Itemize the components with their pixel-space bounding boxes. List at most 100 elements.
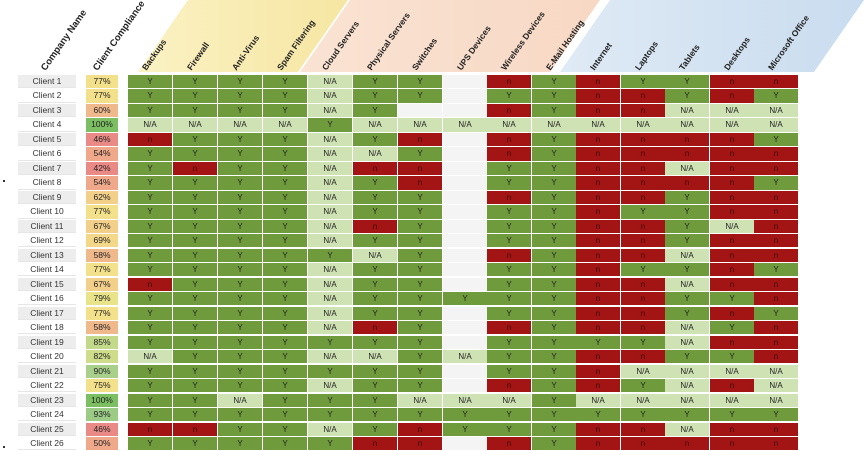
status-cell: Y xyxy=(487,234,531,248)
status-cell: Y xyxy=(173,103,217,118)
status-cell: Y xyxy=(665,292,709,306)
status-cell: n xyxy=(576,248,620,262)
status-cell: Y xyxy=(710,350,754,364)
status-cell: n xyxy=(128,132,172,147)
client-compliance-percent: 69% xyxy=(86,234,118,248)
client-compliance-percent: 77% xyxy=(86,306,118,320)
status-cell: N/A xyxy=(532,118,576,132)
status-cell: Y xyxy=(263,321,307,335)
client-name: Client 11 xyxy=(18,219,76,233)
status-cell xyxy=(443,176,487,190)
client-name: Client 8 xyxy=(18,176,76,190)
status-cell: Y xyxy=(487,205,531,219)
status-cell: N/A xyxy=(308,277,352,291)
status-cell: N/A xyxy=(754,364,798,378)
status-cell: Y xyxy=(263,89,307,103)
status-cell: Y xyxy=(263,350,307,364)
client-name: Client 12 xyxy=(18,234,76,248)
status-cell: n xyxy=(576,103,620,118)
status-cell: Y xyxy=(128,437,172,451)
client-name: Client 4 xyxy=(18,118,76,132)
status-cell: n xyxy=(576,219,620,233)
status-cell: Y xyxy=(128,248,172,262)
status-cell: Y xyxy=(532,248,576,262)
status-cell: N/A xyxy=(308,75,352,89)
client-compliance-percent: 82% xyxy=(86,350,118,364)
status-cell: Y xyxy=(621,408,665,422)
status-cell: Y xyxy=(218,161,262,176)
status-cell: Y xyxy=(398,277,442,291)
status-cell: Y xyxy=(621,263,665,277)
status-cell: Y xyxy=(218,321,262,335)
status-cell: Y xyxy=(398,75,442,89)
status-cell: N/A xyxy=(308,234,352,248)
status-cell: n xyxy=(710,263,754,277)
status-cell: N/A xyxy=(665,321,709,335)
status-cell: Y xyxy=(487,89,531,103)
status-cell: n xyxy=(754,292,798,306)
status-cell: n xyxy=(621,132,665,147)
client-compliance-percent: 46% xyxy=(86,132,118,147)
status-cell: n xyxy=(576,263,620,277)
client-name: Client 10 xyxy=(18,205,76,219)
status-cell: n xyxy=(754,277,798,291)
status-cell: N/A xyxy=(665,248,709,262)
status-cell: N/A xyxy=(308,132,352,147)
status-cell: Y xyxy=(173,321,217,335)
status-cell: Y xyxy=(308,364,352,378)
status-cell: Y xyxy=(353,292,397,306)
status-cell: Y xyxy=(532,176,576,190)
status-cell: Y xyxy=(398,306,442,320)
status-cell: N/A xyxy=(621,118,665,132)
status-cell: n xyxy=(621,277,665,291)
status-cell: Y xyxy=(128,408,172,422)
status-cell: Y xyxy=(218,132,262,147)
status-cell: n xyxy=(576,132,620,147)
status-cell: n xyxy=(353,161,397,176)
status-cell: n xyxy=(710,248,754,262)
status-cell: Y xyxy=(398,89,442,103)
status-cell: n xyxy=(576,364,620,378)
status-cell: Y xyxy=(128,147,172,161)
status-cell: Y xyxy=(218,263,262,277)
status-cell: n xyxy=(576,379,620,393)
status-cell: n xyxy=(576,321,620,335)
status-cell: Y xyxy=(665,350,709,364)
status-cell: Y xyxy=(173,408,217,422)
status-cell xyxy=(443,306,487,320)
status-cell: Y xyxy=(398,263,442,277)
status-cell: Y xyxy=(665,75,709,89)
status-cell: Y xyxy=(263,234,307,248)
status-cell: n xyxy=(398,176,442,190)
status-cell: N/A xyxy=(128,118,172,132)
status-cell: n xyxy=(710,89,754,103)
status-cell: Y xyxy=(263,205,307,219)
status-cell: Y xyxy=(754,176,798,190)
status-cell: N/A xyxy=(353,118,397,132)
status-cell: n xyxy=(487,379,531,393)
header-band-endpoints xyxy=(560,0,864,72)
client-name: Client 26 xyxy=(18,437,76,451)
status-cell: n xyxy=(621,161,665,176)
status-cell: Y xyxy=(665,306,709,320)
client-name: Client 13 xyxy=(18,248,76,262)
status-cell: Y xyxy=(173,277,217,291)
left-edge-marker xyxy=(3,446,5,448)
status-cell: Y xyxy=(353,132,397,147)
status-cell: Y xyxy=(173,190,217,205)
status-cell: n xyxy=(576,89,620,103)
status-cell: Y xyxy=(128,75,172,89)
status-cell: N/A xyxy=(308,89,352,103)
status-cell: Y xyxy=(173,335,217,349)
status-cell: Y xyxy=(353,422,397,436)
client-compliance-percent: 58% xyxy=(86,321,118,335)
status-cell: N/A xyxy=(710,364,754,378)
status-cell xyxy=(443,234,487,248)
status-cell: Y xyxy=(128,103,172,118)
client-compliance-percent: 100% xyxy=(86,118,118,132)
status-cell: N/A xyxy=(308,263,352,277)
client-compliance-percent: 67% xyxy=(86,277,118,291)
status-cell xyxy=(443,248,487,262)
status-cell: n xyxy=(754,321,798,335)
status-cell: Y xyxy=(263,408,307,422)
